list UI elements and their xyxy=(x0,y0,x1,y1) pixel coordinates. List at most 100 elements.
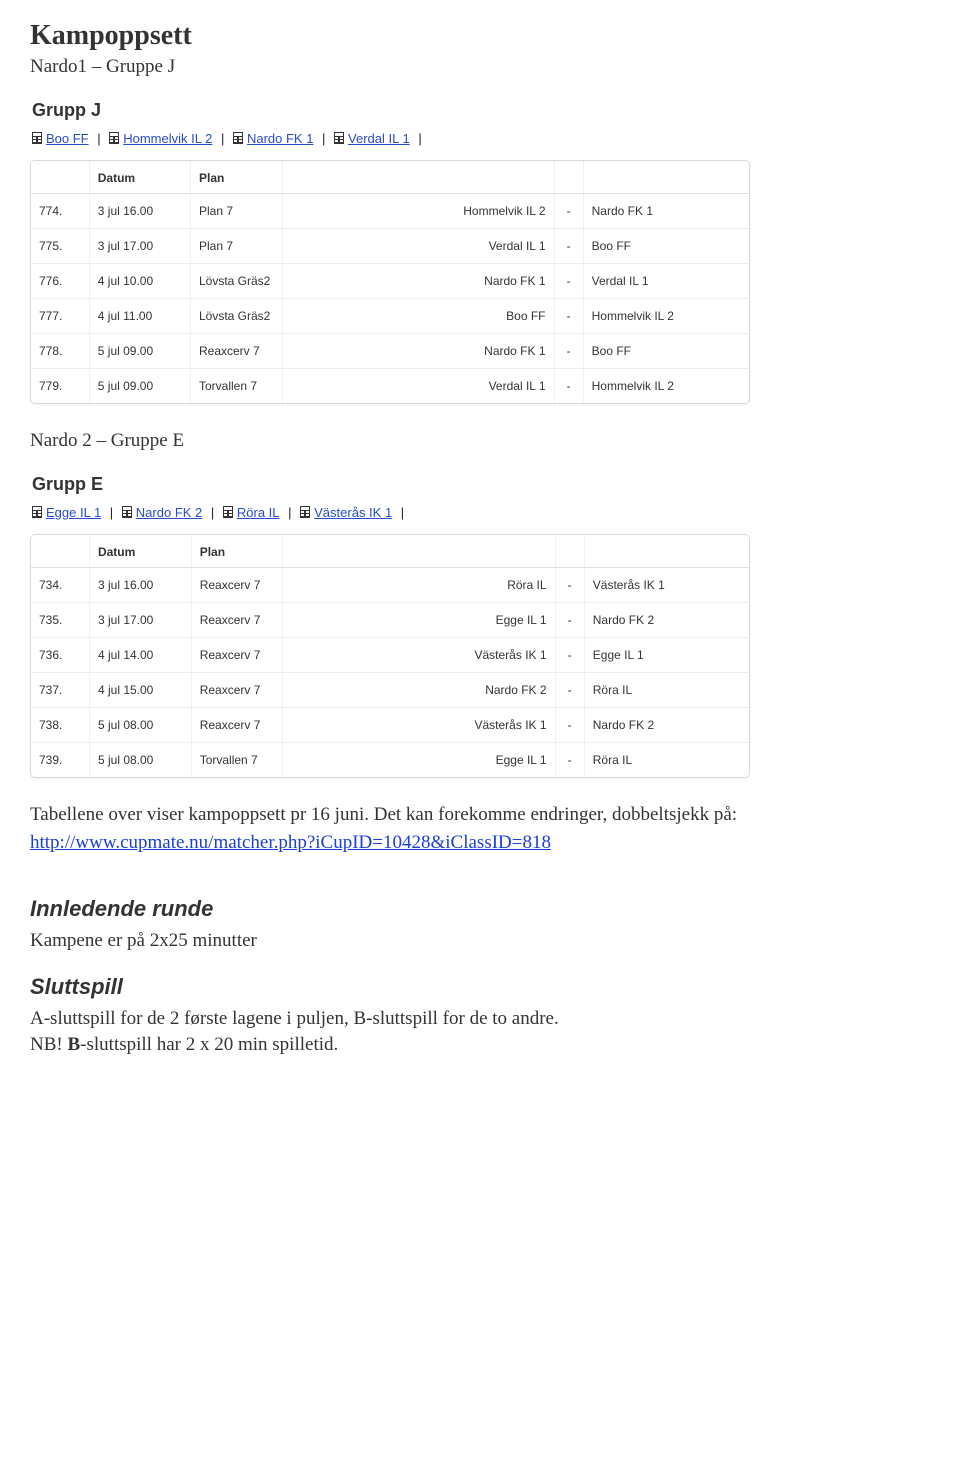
match-date: 5 jul 09.00 xyxy=(90,369,191,403)
vs-separator: - xyxy=(556,708,585,743)
table-row: 774.3 jul 16.00Plan 7Hommelvik IL 2-Nard… xyxy=(31,194,749,229)
away-team: Nardo FK 2 xyxy=(585,603,749,638)
vs-separator: - xyxy=(555,264,584,299)
home-team: Egge IL 1 xyxy=(283,603,555,638)
team-link[interactable]: Västerås IK 1 xyxy=(314,505,392,520)
match-plan: Reaxcerv 7 xyxy=(192,568,284,603)
group-j-team-links: Boo FF | Hommelvik IL 2 | Nardo FK 1 | V… xyxy=(32,131,930,146)
vs-separator: - xyxy=(556,603,585,638)
home-team: Nardo FK 2 xyxy=(283,673,555,708)
home-team: Nardo FK 1 xyxy=(283,264,555,299)
match-plan: Plan 7 xyxy=(191,194,283,229)
match-plan: Reaxcerv 7 xyxy=(192,603,284,638)
table-row: 779.5 jul 09.00Torvallen 7Verdal IL 1-Ho… xyxy=(31,369,749,403)
col-sep-header xyxy=(555,161,584,194)
match-number: 737. xyxy=(31,673,90,708)
table-header-row: Datum Plan xyxy=(31,535,749,568)
col-num-header xyxy=(31,161,90,194)
match-number: 775. xyxy=(31,229,90,264)
match-date: 3 jul 17.00 xyxy=(90,603,192,638)
nb-prefix: NB! xyxy=(30,1034,67,1055)
home-team: Egge IL 1 xyxy=(283,743,555,777)
team-icon xyxy=(300,506,310,518)
team-link[interactable]: Egge IL 1 xyxy=(46,505,101,520)
away-team: Röra IL xyxy=(585,673,749,708)
home-team: Verdal IL 1 xyxy=(283,369,555,403)
b-bold: B xyxy=(67,1034,80,1055)
team-separator: | xyxy=(313,131,334,146)
col-plan-header: Plan xyxy=(192,535,284,568)
table-row: 778.5 jul 09.00Reaxcerv 7Nardo FK 1-Boo … xyxy=(31,334,749,369)
vs-separator: - xyxy=(556,568,585,603)
group-e-table: Datum Plan 734.3 jul 16.00Reaxcerv 7Röra… xyxy=(30,534,750,778)
match-date: 4 jul 15.00 xyxy=(90,673,192,708)
sluttspill-heading: Sluttspill xyxy=(30,974,930,1000)
footer-link[interactable]: http://www.cupmate.nu/matcher.php?iCupID… xyxy=(30,832,551,854)
match-number: 779. xyxy=(31,369,90,403)
match-date: 3 jul 16.00 xyxy=(90,568,192,603)
match-plan: Reaxcerv 7 xyxy=(192,638,284,673)
away-team: Röra IL xyxy=(585,743,749,777)
team-separator: | xyxy=(280,505,301,520)
vs-separator: - xyxy=(555,334,584,369)
away-team: Verdal IL 1 xyxy=(584,264,749,299)
home-team: Boo FF xyxy=(283,299,555,334)
away-team: Västerås IK 1 xyxy=(585,568,749,603)
team-separator: | xyxy=(89,131,110,146)
home-team: Västerås IK 1 xyxy=(283,708,555,743)
home-team: Nardo FK 1 xyxy=(283,334,555,369)
team-separator: | xyxy=(212,131,233,146)
sluttspill-text-2: NB! B-sluttspill har 2 x 20 min spilleti… xyxy=(30,1034,930,1056)
match-date: 3 jul 17.00 xyxy=(90,229,191,264)
innledende-heading: Innledende runde xyxy=(30,896,930,922)
team-separator: | xyxy=(101,505,122,520)
away-team: Nardo FK 2 xyxy=(585,708,749,743)
team-link[interactable]: Nardo FK 1 xyxy=(247,131,313,146)
match-date: 4 jul 14.00 xyxy=(90,638,192,673)
vs-separator: - xyxy=(555,299,584,334)
team-link[interactable]: Hommelvik IL 2 xyxy=(123,131,212,146)
vs-separator: - xyxy=(555,194,584,229)
match-date: 4 jul 10.00 xyxy=(90,264,191,299)
subtitle-group-j: Nardo1 – Gruppe J xyxy=(30,56,930,78)
team-link[interactable]: Nardo FK 2 xyxy=(136,505,202,520)
col-date-header: Datum xyxy=(90,535,192,568)
match-number: 736. xyxy=(31,638,90,673)
match-plan: Plan 7 xyxy=(191,229,283,264)
team-link[interactable]: Verdal IL 1 xyxy=(348,131,410,146)
vs-separator: - xyxy=(556,673,585,708)
table-row: 776.4 jul 10.00Lövsta Gräs2Nardo FK 1-Ve… xyxy=(31,264,749,299)
away-team: Nardo FK 1 xyxy=(584,194,749,229)
group-e-title: Grupp E xyxy=(32,474,930,495)
nb-rest: -sluttspill har 2 x 20 min spilletid. xyxy=(80,1034,338,1055)
away-team: Boo FF xyxy=(584,229,749,264)
table-row: 737.4 jul 15.00Reaxcerv 7Nardo FK 2-Röra… xyxy=(31,673,749,708)
col-home-header xyxy=(283,161,555,194)
match-plan: Lövsta Gräs2 xyxy=(191,264,283,299)
vs-separator: - xyxy=(556,743,585,777)
match-number: 774. xyxy=(31,194,90,229)
col-sep-header xyxy=(556,535,585,568)
team-icon xyxy=(223,506,233,518)
team-link[interactable]: Boo FF xyxy=(46,131,89,146)
innledende-text: Kampene er på 2x25 minutter xyxy=(30,930,930,952)
away-team: Boo FF xyxy=(584,334,749,369)
away-team: Hommelvik IL 2 xyxy=(584,299,749,334)
sluttspill-text-1: A-sluttspill for de 2 første lagene i pu… xyxy=(30,1008,930,1030)
away-team: Egge IL 1 xyxy=(585,638,749,673)
table-row: 777.4 jul 11.00Lövsta Gräs2Boo FF-Hommel… xyxy=(31,299,749,334)
team-link[interactable]: Röra IL xyxy=(237,505,280,520)
vs-separator: - xyxy=(555,369,584,403)
match-plan: Torvallen 7 xyxy=(191,369,283,403)
col-num-header xyxy=(31,535,90,568)
col-away-header xyxy=(584,161,749,194)
team-icon xyxy=(334,132,344,144)
group-e-team-links: Egge IL 1 | Nardo FK 2 | Röra IL | Väste… xyxy=(32,505,930,520)
team-icon xyxy=(109,132,119,144)
match-date: 5 jul 08.00 xyxy=(90,708,192,743)
table-row: 775.3 jul 17.00Plan 7Verdal IL 1-Boo FF xyxy=(31,229,749,264)
col-away-header xyxy=(585,535,749,568)
home-team: Hommelvik IL 2 xyxy=(283,194,555,229)
team-separator: | xyxy=(410,131,427,146)
match-number: 777. xyxy=(31,299,90,334)
